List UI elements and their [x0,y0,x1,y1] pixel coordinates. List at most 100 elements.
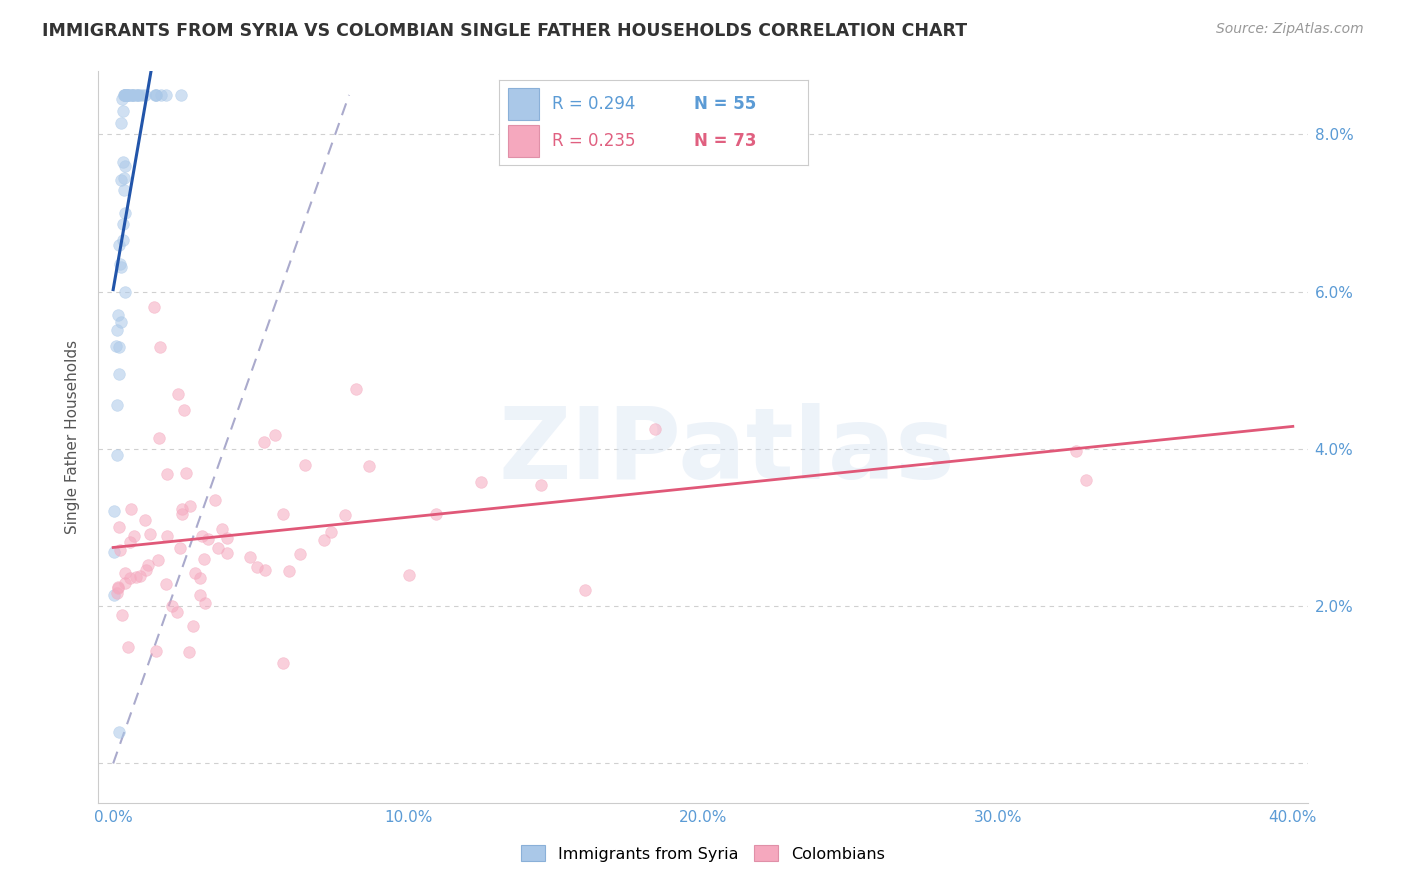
Point [149,87,172,102]
Point [108,367,131,381]
Point [188,572,211,586]
Point [312,533,335,547]
Point [207,541,229,555]
Point [170,502,193,516]
Point [111,155,134,169]
Point [134,87,156,102]
Point [197,532,219,546]
Point [111,217,134,231]
Point [253,564,276,578]
Point [115,87,138,102]
Point [108,257,131,271]
Point [145,87,167,102]
Text: Source: ZipAtlas.com: Source: ZipAtlas.com [1216,22,1364,37]
Point [184,566,207,580]
Point [530,478,553,492]
Point [134,513,156,527]
Point [120,535,142,549]
Point [114,576,136,591]
Point [114,87,136,102]
Point [114,87,136,102]
Point [160,599,183,613]
Point [118,87,141,102]
Point [174,466,197,480]
Point [239,550,262,565]
Point [111,234,134,248]
Point [114,566,136,581]
Point [107,309,129,323]
Point [105,323,128,337]
Point [188,588,211,602]
Point [271,657,294,671]
Point [114,206,136,220]
Point [110,543,132,558]
Point [277,564,299,578]
Point [122,87,145,102]
Point [1076,473,1098,487]
Point [166,606,188,620]
Point [103,588,125,602]
Point [145,644,167,658]
Point [169,541,191,555]
Point [288,548,311,562]
Point [124,570,146,584]
FancyBboxPatch shape [509,125,540,157]
Point [110,173,132,187]
Point [194,596,217,610]
Point [115,87,138,102]
Point [117,87,139,102]
Point [128,87,150,102]
Point [136,558,159,573]
Point [108,520,131,534]
Point [103,504,125,518]
Point [114,87,136,102]
Point [131,87,153,102]
Point [215,531,238,545]
Point [120,501,142,516]
Point [193,552,215,566]
Point [156,467,179,481]
Point [114,159,136,173]
Point [112,87,135,102]
Point [117,640,139,654]
Point [333,508,356,523]
Point [156,529,179,543]
Point [107,238,129,252]
FancyBboxPatch shape [509,88,540,120]
Point [121,87,143,102]
Point [135,564,157,578]
Text: R = 0.235: R = 0.235 [551,132,636,150]
Point [110,116,132,130]
Point [359,459,381,474]
Point [122,529,145,543]
Point [112,170,135,185]
Point [149,340,172,354]
Point [111,103,134,118]
Point [470,475,492,489]
Point [107,448,129,462]
Point [111,607,134,622]
Point [155,87,177,102]
Point [111,92,134,106]
Text: N = 73: N = 73 [695,132,756,150]
Point [115,87,138,102]
Point [1066,444,1088,458]
Point [143,301,166,315]
Point [143,87,166,102]
Point [105,586,128,600]
Point [294,458,316,472]
Point [179,499,201,513]
Point [118,570,141,584]
Point [115,87,138,102]
Point [125,87,148,102]
Point [644,422,666,436]
Point [246,559,269,574]
Point [103,545,125,559]
Point [398,568,420,582]
Point [107,580,129,594]
Point [167,387,190,401]
Point [148,431,170,445]
Point [263,427,285,442]
Point [179,645,201,659]
Point [173,402,195,417]
